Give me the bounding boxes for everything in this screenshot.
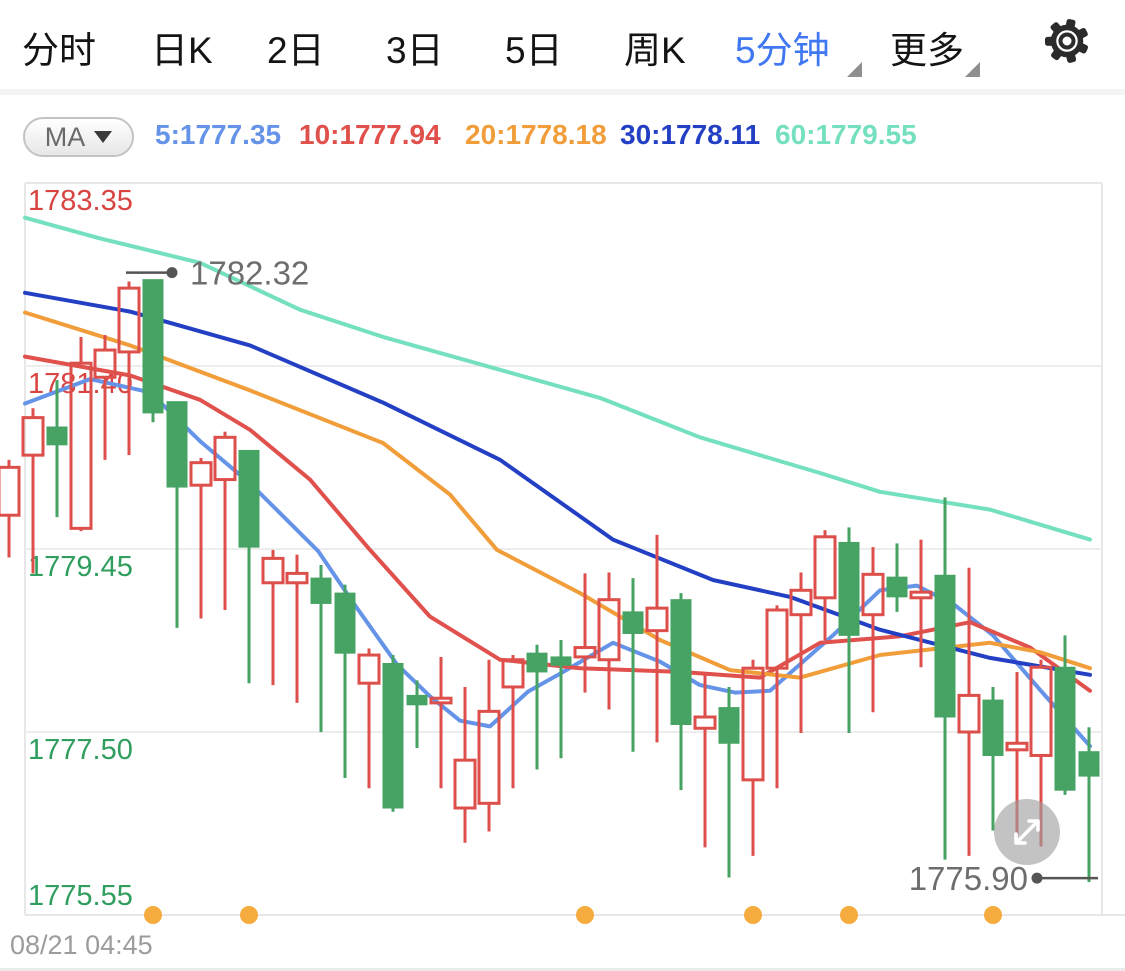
resize-button[interactable] <box>994 799 1060 865</box>
ma-legend-item-ma30: 30:1778.11 <box>620 119 761 150</box>
candle <box>357 648 381 789</box>
candle <box>310 564 332 732</box>
ma-dropdown-label: MA <box>44 121 86 152</box>
candle <box>718 686 740 878</box>
candle <box>261 549 285 686</box>
candle <box>213 431 237 610</box>
candle <box>334 584 356 778</box>
candle <box>813 530 837 641</box>
candle <box>21 408 45 574</box>
candle <box>573 573 597 693</box>
candle <box>838 527 860 733</box>
candle <box>765 605 789 789</box>
y-axis-label: 1779.45 <box>28 551 133 583</box>
session-dot <box>840 906 858 924</box>
candle <box>285 554 309 703</box>
candle <box>189 457 213 619</box>
dropdown-corner-icon <box>847 62 862 77</box>
session-dot <box>240 906 258 924</box>
candle <box>909 539 933 668</box>
candle <box>861 547 885 713</box>
candlestick-chart[interactable]: 1783.351781.401779.451777.501775.551782.… <box>0 180 1125 930</box>
nav-bar: 分时 日K 2日 3日 5日 周K 5分钟 更多 <box>0 0 1125 88</box>
nav-divider <box>0 89 1125 95</box>
ma-legend-item-ma5: 5:1777.35 <box>155 119 282 150</box>
bottom-divider <box>0 968 1125 971</box>
candle <box>597 572 621 710</box>
caret-down-icon <box>94 131 113 143</box>
candle <box>142 279 164 423</box>
low-annotation: 1775.90 <box>909 860 1098 897</box>
ma-line-ma30 <box>23 290 1092 677</box>
candle <box>477 659 501 832</box>
candle <box>982 686 1004 831</box>
candle <box>741 659 765 856</box>
nav-item-7[interactable]: 5分钟 <box>735 30 830 71</box>
candle <box>957 567 981 856</box>
high-annotation: 1782.32 <box>126 255 309 292</box>
candle <box>0 459 21 558</box>
nav-item-8[interactable]: 更多 <box>890 30 964 71</box>
dropdown-corner-icon <box>965 62 980 77</box>
candle <box>429 656 453 789</box>
session-dot <box>744 906 762 924</box>
expand-arrows-icon <box>1014 819 1040 845</box>
indicator-bar: MA 5:1777.35 10:1777.94 20:1778.18 30:1778.… <box>0 100 1125 180</box>
candle <box>693 674 717 848</box>
candle <box>670 593 692 791</box>
session-dot <box>144 906 162 924</box>
y-axis-label: 1783.35 <box>28 185 133 217</box>
candle <box>93 335 117 460</box>
ma-legend-item-ma60: 60:1779.55 <box>775 119 917 150</box>
y-axis-label: 1777.50 <box>28 734 133 766</box>
nav-item-3[interactable]: 2日 <box>267 30 325 71</box>
candle <box>238 449 260 684</box>
candle <box>1078 727 1100 883</box>
settings-button[interactable] <box>1042 15 1092 67</box>
candle <box>166 401 188 628</box>
candle <box>501 655 525 789</box>
nav-item-1[interactable]: 分时 <box>22 30 96 71</box>
ma-line-ma20 <box>23 310 1092 680</box>
svg-text:1782.32: 1782.32 <box>190 255 309 292</box>
candle <box>526 644 548 770</box>
candle <box>886 543 908 612</box>
session-dot <box>984 906 1002 924</box>
x-axis-timestamp: 08/21 04:45 <box>10 930 153 960</box>
gear-icon <box>1044 19 1089 63</box>
ma-dropdown-button[interactable]: MA <box>23 117 134 157</box>
candle <box>453 686 477 843</box>
candle <box>934 497 956 860</box>
nav-item-2[interactable]: 日K <box>151 30 213 71</box>
candle <box>622 578 644 752</box>
candle <box>46 380 68 518</box>
candle <box>117 281 141 456</box>
ma-legend-item-ma10: 10:1777.94 <box>299 119 441 150</box>
nav-item-5[interactable]: 5日 <box>505 30 563 71</box>
candle <box>406 680 428 748</box>
candle <box>382 655 404 812</box>
session-dot <box>576 906 594 924</box>
nav-item-6[interactable]: 周K <box>624 30 686 71</box>
y-axis-label: 1775.55 <box>28 880 133 912</box>
candle <box>550 640 572 759</box>
ma-legend-item-ma20: 20:1778.18 <box>465 119 607 150</box>
candle <box>789 572 813 733</box>
ma-line-ma60 <box>23 215 1092 542</box>
svg-text:1775.90: 1775.90 <box>909 860 1028 897</box>
nav-item-4[interactable]: 3日 <box>386 30 444 71</box>
candle <box>645 534 669 743</box>
candle <box>1054 635 1076 795</box>
candle <box>69 336 93 532</box>
